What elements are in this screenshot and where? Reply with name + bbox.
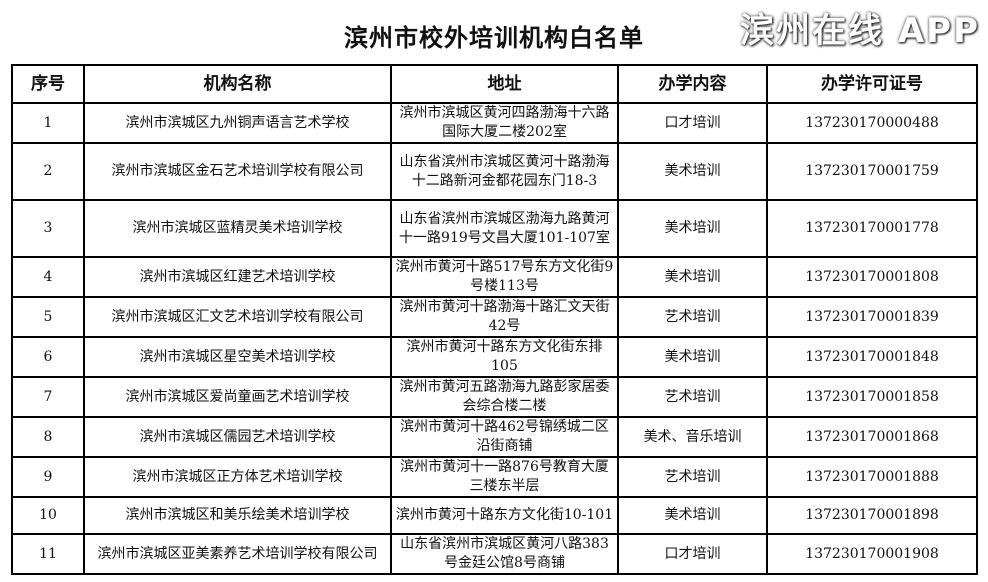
cell-content: 美术培训 xyxy=(617,496,768,535)
cell-name: 滨州市滨城区汇文艺术培训学校有限公司 xyxy=(83,296,392,338)
header-address: 地址 xyxy=(390,64,619,104)
cell-index: 11 xyxy=(11,533,85,575)
cell-name: 滨州市滨城区星空美术培训学校 xyxy=(83,336,392,378)
cell-license: 137230170001908 xyxy=(766,533,978,575)
table-row: 10 滨州市滨城区和美乐绘美术培训学校 滨州市黄河十路东方文化街10-101 美术培训… xyxy=(11,496,978,535)
cell-name: 滨州市滨城区爱尚童画艺术培训学校 xyxy=(83,376,392,418)
cell-content: 口才培训 xyxy=(617,102,768,144)
cell-index: 2 xyxy=(11,142,85,201)
cell-index: 1 xyxy=(11,102,85,144)
cell-address: 滨州市黄河十路462号锦绣城二区沿街商铺 xyxy=(390,416,619,458)
table-row: 6 滨州市滨城区星空美术培训学校 滨州市黄河十路东方文化街东排105 美术培训 1372… xyxy=(11,336,978,378)
cell-name: 滨州市滨城区金石艺术培训学校有限公司 xyxy=(83,142,392,201)
cell-name: 滨州市滨城区正方体艺术培训学校 xyxy=(83,456,392,498)
table-row: 7 滨州市滨城区爱尚童画艺术培训学校 滨州市黄河五路渤海九路彭家居委会综合楼二楼 艺术… xyxy=(11,376,978,418)
cell-address: 滨州市黄河十一路876号教育大厦三楼东半层 xyxy=(390,456,619,498)
cell-address: 山东省滨州市滨城区渤海九路黄河十一路919号文昌大厦101-107室 xyxy=(390,199,619,258)
cell-address: 山东省滨州市滨城区黄河八路383号金廷公馆8号商铺 xyxy=(390,533,619,575)
cell-content: 美术培训 xyxy=(617,199,768,258)
cell-index: 10 xyxy=(11,496,85,535)
cell-index: 8 xyxy=(11,416,85,458)
table-row: 3 滨州市滨城区蓝精灵美术培训学校 山东省滨州市滨城区渤海九路黄河十一路919号文昌… xyxy=(11,199,978,258)
cell-content: 美术培训 xyxy=(617,256,768,298)
table-row: 1 滨州市滨城区九州铜声语言艺术学校 滨州市滨城区黄河四路渤海十六路国际大厦二楼20… xyxy=(11,102,978,144)
table-row: 2 滨州市滨城区金石艺术培训学校有限公司 山东省滨州市滨城区黄河十路渤海十二路新河金… xyxy=(11,142,978,201)
header-license: 办学许可证号 xyxy=(766,64,978,104)
cell-address: 滨州市滨城区黄河四路渤海十六路国际大厦二楼202室 xyxy=(390,102,619,144)
cell-address: 滨州市黄河五路渤海九路彭家居委会综合楼二楼 xyxy=(390,376,619,418)
cell-name: 滨州市滨城区蓝精灵美术培训学校 xyxy=(83,199,392,258)
cell-license: 137230170001868 xyxy=(766,416,978,458)
cell-content: 艺术培训 xyxy=(617,376,768,418)
page-title: 滨州市校外培训机构白名单 xyxy=(344,23,644,52)
cell-name: 滨州市滨城区儒园艺术培训学校 xyxy=(83,416,392,458)
whitelist-table: 序号 机构名称 地址 办学内容 办学许可证号 1 滨州市滨城区九州铜声语言艺术学校… xyxy=(11,64,978,575)
table-row: 9 滨州市滨城区正方体艺术培训学校 滨州市黄河十一路876号教育大厦三楼东半层 艺术培… xyxy=(11,456,978,498)
cell-address: 山东省滨州市滨城区黄河十路渤海十二路新河金都花园东门18-3 xyxy=(390,142,619,201)
cell-license: 137230170001839 xyxy=(766,296,978,338)
cell-name: 滨州市滨城区九州铜声语言艺术学校 xyxy=(83,102,392,144)
cell-content: 艺术培训 xyxy=(617,296,768,338)
cell-content: 美术培训 xyxy=(617,336,768,378)
cell-index: 9 xyxy=(11,456,85,498)
cell-index: 5 xyxy=(11,296,85,338)
cell-index: 7 xyxy=(11,376,85,418)
cell-index: 4 xyxy=(11,256,85,298)
cell-license: 137230170000488 xyxy=(766,102,978,144)
header-content: 办学内容 xyxy=(617,64,768,104)
cell-license: 137230170001759 xyxy=(766,142,978,201)
cell-name: 滨州市滨城区和美乐绘美术培训学校 xyxy=(83,496,392,535)
cell-license: 137230170001778 xyxy=(766,199,978,258)
cell-license: 137230170001888 xyxy=(766,456,978,498)
cell-address: 滨州市黄河十路渤海十路汇文天街42号 xyxy=(390,296,619,338)
table-row: 8 滨州市滨城区儒园艺术培训学校 滨州市黄河十路462号锦绣城二区沿街商铺 美术、音乐… xyxy=(11,416,978,458)
header-name: 机构名称 xyxy=(83,64,392,104)
cell-address: 滨州市黄河十路东方文化街东排105 xyxy=(390,336,619,378)
cell-index: 3 xyxy=(11,199,85,258)
cell-content: 美术、音乐培训 xyxy=(617,416,768,458)
cell-index: 6 xyxy=(11,336,85,378)
watermark-logo: 滨州在线 APP xyxy=(736,8,980,54)
cell-license: 137230170001808 xyxy=(766,256,978,298)
cell-content: 艺术培训 xyxy=(617,456,768,498)
cell-content: 口才培训 xyxy=(617,533,768,575)
cell-license: 137230170001898 xyxy=(766,496,978,535)
cell-address: 滨州市黄河十路东方文化街10-101 xyxy=(390,496,619,535)
table-row: 4 滨州市滨城区红建艺术培训学校 滨州市黄河十路517号东方文化街9号楼113号 美术… xyxy=(11,256,978,298)
cell-license: 137230170001858 xyxy=(766,376,978,418)
cell-address: 滨州市黄河十路517号东方文化街9号楼113号 xyxy=(390,256,619,298)
cell-content: 美术培训 xyxy=(617,142,768,201)
header-row: 序号 机构名称 地址 办学内容 办学许可证号 xyxy=(11,64,978,104)
header-index: 序号 xyxy=(11,64,85,104)
table-row: 11 滨州市滨城区亚美素养艺术培训学校有限公司 山东省滨州市滨城区黄河八路383号金… xyxy=(11,533,978,575)
cell-name: 滨州市滨城区红建艺术培训学校 xyxy=(83,256,392,298)
cell-name: 滨州市滨城区亚美素养艺术培训学校有限公司 xyxy=(83,533,392,575)
table-row: 5 滨州市滨城区汇文艺术培训学校有限公司 滨州市黄河十路渤海十路汇文天街42号 艺术培… xyxy=(11,296,978,338)
cell-license: 137230170001848 xyxy=(766,336,978,378)
